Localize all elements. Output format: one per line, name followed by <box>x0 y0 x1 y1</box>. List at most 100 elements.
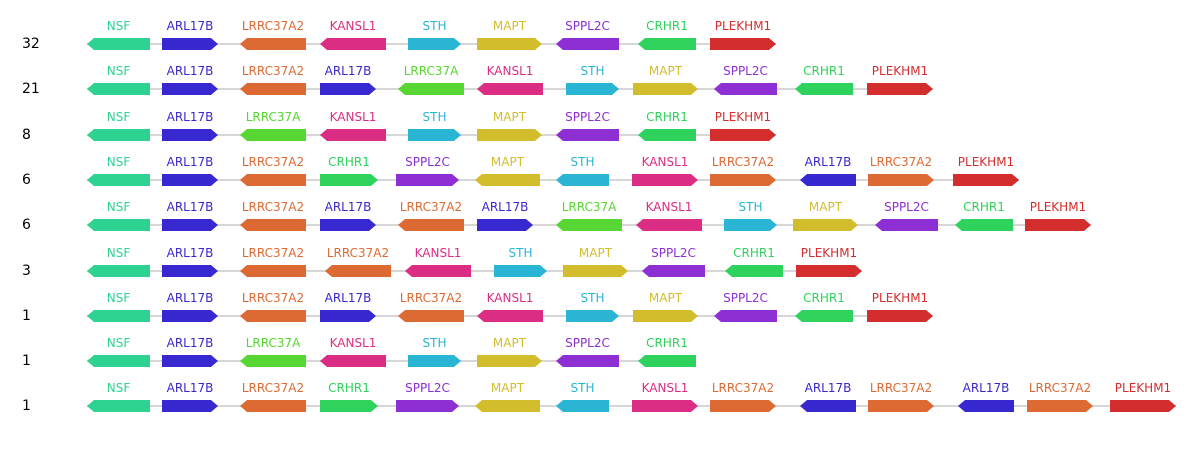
gene-label: PLEKHM1 <box>957 155 1015 169</box>
gene-label: PLEKHM1 <box>1114 381 1172 395</box>
gene-label: KANSL1 <box>329 110 377 124</box>
gene-label: MAPT <box>492 19 527 33</box>
gene-arrow <box>162 219 218 231</box>
gene-arrow <box>563 265 628 277</box>
gene-arrow <box>162 400 218 412</box>
gene-label: MAPT <box>648 64 683 78</box>
gene-label: KANSL1 <box>329 336 377 350</box>
gene-arrow <box>868 174 934 186</box>
gene-label: LRRC37A2 <box>241 200 305 214</box>
gene-arrow <box>240 83 306 95</box>
gene-label: KANSL1 <box>641 155 689 169</box>
gene-arrow <box>724 219 777 231</box>
gene-label: LRRC37A2 <box>241 19 305 33</box>
gene-label: STH <box>422 110 447 124</box>
gene-arrow <box>1027 400 1093 412</box>
gene-arrow <box>725 265 783 277</box>
gene-label: ARL17B <box>804 381 852 395</box>
gene-arrow <box>633 83 698 95</box>
row-count: 3 <box>22 263 31 279</box>
gene-label: KANSL1 <box>486 291 534 305</box>
row-count: 21 <box>22 81 40 97</box>
gene-arrow <box>398 83 464 95</box>
row-count: 6 <box>22 172 31 188</box>
gene-arrow <box>477 129 542 141</box>
gene-arrow <box>800 400 856 412</box>
gene-arrow <box>556 38 619 50</box>
gene-arrow <box>162 265 218 277</box>
gene-label: LRRC37A2 <box>241 155 305 169</box>
gene-label: SPPL2C <box>565 336 610 350</box>
gene-label: LRRC37A2 <box>241 64 305 78</box>
gene-arrow <box>320 129 386 141</box>
gene-label: ARL17B <box>166 336 214 350</box>
gene-arrow <box>162 355 218 367</box>
gene-arrow <box>556 219 622 231</box>
gene-label: ARL17B <box>166 200 214 214</box>
gene-arrow <box>87 83 150 95</box>
gene-arrow <box>240 174 306 186</box>
gene-arrow <box>710 129 776 141</box>
gene-label: MAPT <box>490 155 525 169</box>
gene-arrow <box>87 129 150 141</box>
gene-label: LRRC37A <box>245 336 301 350</box>
gene-label: NSF <box>106 200 131 214</box>
row-backbone <box>87 360 696 362</box>
gene-label: LRRC37A2 <box>711 381 775 395</box>
gene-arrow <box>408 355 461 367</box>
gene-arrow <box>477 83 543 95</box>
gene-arrow <box>800 174 856 186</box>
gene-label: LRRC37A2 <box>399 200 463 214</box>
row-backbone <box>87 179 1019 181</box>
gene-arrow <box>955 219 1013 231</box>
gene-label: CRHR1 <box>646 110 688 124</box>
gene-label: CRHR1 <box>646 336 688 350</box>
gene-arrow <box>240 265 306 277</box>
gene-label: KANSL1 <box>641 381 689 395</box>
gene-arrow <box>632 400 698 412</box>
row-count: 1 <box>22 308 31 324</box>
gene-label: LRRC37A2 <box>241 246 305 260</box>
gene-label: NSF <box>106 19 131 33</box>
gene-label: SPPL2C <box>565 19 610 33</box>
gene-label: SPPL2C <box>723 64 768 78</box>
gene-arrow <box>958 400 1014 412</box>
gene-label: STH <box>570 381 595 395</box>
gene-arrow <box>87 355 150 367</box>
gene-label: NSF <box>106 110 131 124</box>
gene-label: KANSL1 <box>414 246 462 260</box>
gene-label: NSF <box>106 291 131 305</box>
gene-label: MAPT <box>492 110 527 124</box>
gene-label: SPPL2C <box>565 110 610 124</box>
gene-arrow <box>953 174 1019 186</box>
gene-arrow <box>320 355 386 367</box>
gene-arrow <box>405 265 471 277</box>
gene-arrow <box>556 400 609 412</box>
gene-arrow <box>240 355 306 367</box>
gene-label: CRHR1 <box>733 246 775 260</box>
gene-arrow <box>477 38 542 50</box>
gene-arrow <box>556 174 609 186</box>
gene-arrow <box>867 83 933 95</box>
row-count: 8 <box>22 127 31 143</box>
gene-arrow <box>642 265 705 277</box>
gene-label: SPPL2C <box>405 381 450 395</box>
gene-arrow <box>494 265 547 277</box>
gene-arrow <box>408 129 461 141</box>
gene-arrow <box>477 355 542 367</box>
gene-label: CRHR1 <box>803 64 845 78</box>
gene-arrow <box>408 38 461 50</box>
gene-arrow <box>162 38 218 50</box>
gene-label: LRRC37A2 <box>399 291 463 305</box>
gene-label: SPPL2C <box>405 155 450 169</box>
gene-arrow <box>320 83 376 95</box>
gene-label: ARL17B <box>962 381 1010 395</box>
gene-label: NSF <box>106 246 131 260</box>
gene-label: MAPT <box>648 291 683 305</box>
gene-label: ARL17B <box>166 291 214 305</box>
gene-label: LRRC37A2 <box>1028 381 1092 395</box>
gene-arrow <box>868 400 934 412</box>
gene-arrow <box>1025 219 1091 231</box>
gene-label: KANSL1 <box>486 64 534 78</box>
row-backbone <box>87 270 862 272</box>
